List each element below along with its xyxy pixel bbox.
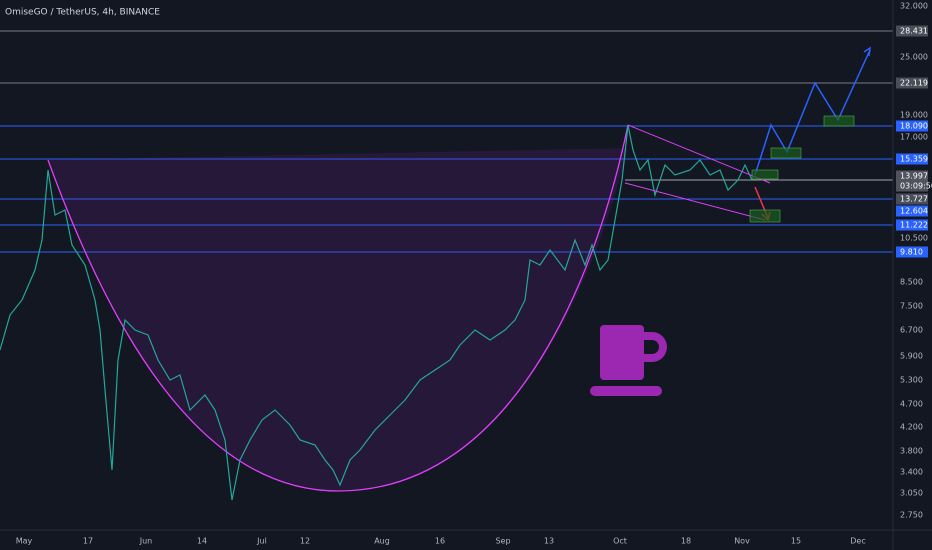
price-label-box [896,219,928,231]
price-label: 5.300 [900,376,923,385]
price-label: 22.119 [900,79,928,88]
price-label-box [896,170,928,182]
target-box [823,115,855,127]
time-label: 12 [300,537,310,546]
price-label: 17.000 [900,133,928,142]
cup-handle [644,332,667,362]
price-label: 12.604 [900,207,928,216]
price-label: 13.997 [900,172,928,181]
price-label: 28.431 [900,27,928,36]
time-label: Sep [495,537,510,546]
time-label: 14 [197,537,207,546]
time-label: Jun [139,537,153,546]
cup-body [600,325,644,380]
time-label: 17 [83,537,93,546]
price-label: 32.000 [900,2,928,11]
price-label: 03:09:50 [900,182,932,191]
price-label: 11.222 [900,221,928,230]
time-label: Oct [613,537,627,546]
price-label: 3.400 [900,468,923,477]
price-label-box [896,77,928,89]
price-label: 4.700 [900,400,923,409]
price-label: 13.727 [900,195,928,204]
price-label-box [896,180,928,192]
target-box [751,169,779,180]
flag-bottom [624,182,766,221]
time-label: 15 [791,537,801,546]
price-label: 6.700 [900,326,923,335]
price-label: 2.750 [900,511,923,520]
price-axis: 32.000 28.431 25.000 22.119 19.000 18.090 17.0… [896,2,932,520]
time-label: 18 [681,537,691,546]
price-label: 18.090 [900,122,928,131]
cup-icon [590,325,667,396]
cup-saucer [590,386,662,396]
time-label: 16 [435,537,445,546]
target-box [749,209,781,223]
price-label-box [896,25,928,37]
projection-up [754,49,871,176]
price-label-box [896,120,928,132]
price-label-box [896,193,928,205]
price-label: 5.900 [900,352,923,361]
time-label: Jul [256,537,267,546]
time-label: May [16,537,33,546]
price-label: 15.359 [900,155,928,164]
price-label: 7.500 [900,302,923,311]
time-label: Aug [374,537,390,546]
price-label: 3.050 [900,489,923,498]
price-label: 8.500 [900,278,923,287]
cup-curve [47,124,629,492]
arrow-head [863,46,871,57]
price-label: 10.500 [900,234,928,243]
price-label: 25.000 [900,53,928,62]
cup-area [48,148,628,491]
target-box [770,147,802,159]
time-label: 13 [544,537,554,546]
price-label: 9.810 [900,248,923,257]
time-label: Dec [850,537,865,546]
price-label-box [896,153,928,165]
target-boxes [749,115,855,223]
time-axis: May 17 Jun 14 Jul 12 Aug 16 Sep 13 Oct 18 Nov 15 Dec [16,537,866,546]
flag-top [627,124,771,184]
price-label: 3.800 [900,447,923,456]
chart-title: OmiseGO / TetherUS, 4h, BINANCE [5,8,160,18]
price-path [0,124,753,501]
price-label-box [896,205,928,217]
price-label: 4.200 [900,423,923,432]
time-label: Nov [734,537,750,546]
price-label: 19.000 [900,111,928,120]
levels [0,30,893,253]
price-label-box [896,246,928,258]
